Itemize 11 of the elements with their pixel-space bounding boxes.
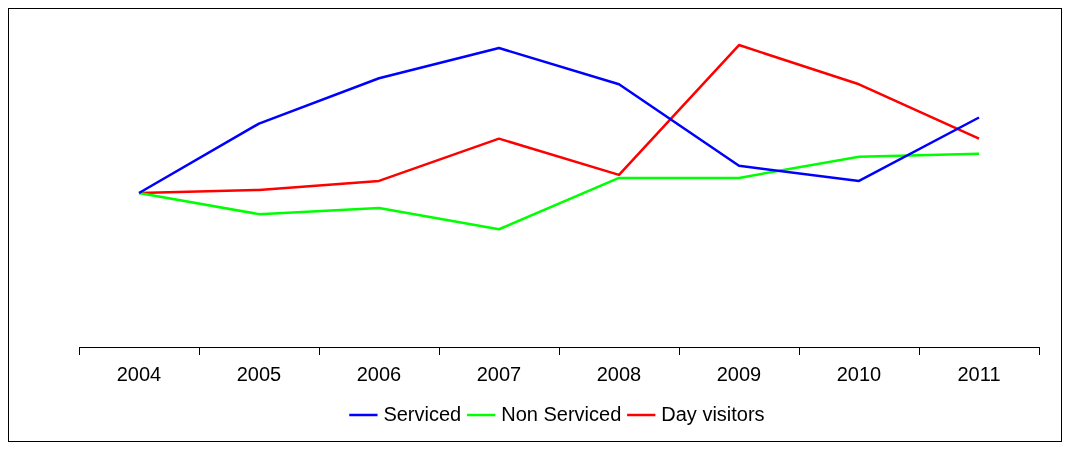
x-tick-label: 2004 <box>116 362 162 385</box>
legend-label: Day visitors <box>661 402 765 425</box>
x-tick-label: 2007 <box>476 362 522 385</box>
legend-label: Serviced <box>383 402 462 425</box>
legend-label: Non Serviced <box>501 402 622 425</box>
x-tick-label: 2011 <box>957 362 1001 385</box>
x-tick-label: 2006 <box>356 362 402 385</box>
x-tick-label: 2010 <box>836 362 882 385</box>
x-tick-label: 2009 <box>716 362 762 385</box>
x-tick-label: 2005 <box>236 362 282 385</box>
x-tick-label: 2008 <box>596 362 642 385</box>
